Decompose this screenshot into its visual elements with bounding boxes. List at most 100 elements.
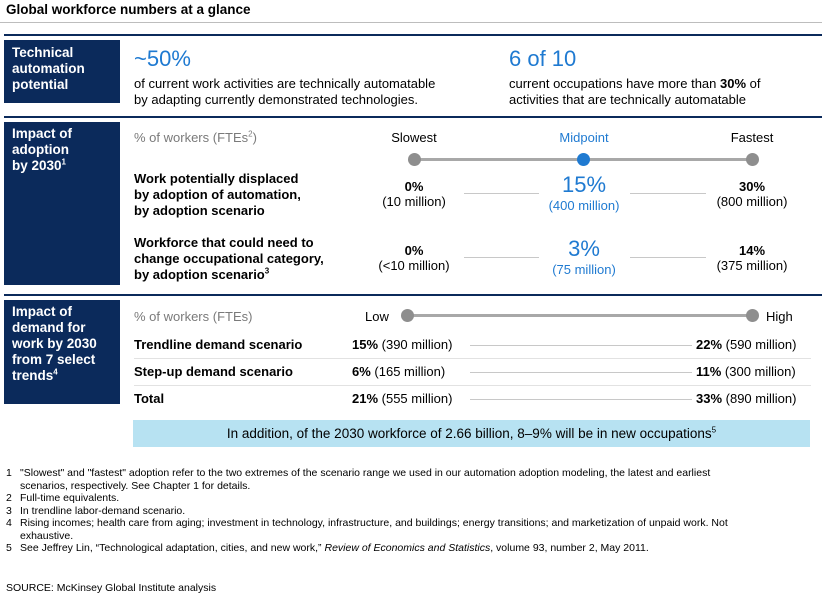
abs-value: (555 million) [378,391,453,406]
high-value: 33% (890 million) [696,391,796,406]
footnote-number: 5 [6,542,12,554]
displaced-fastest-value: 30% (800 million) [702,179,802,209]
section-label-demand: Impact of demand for work by 2030 from 7… [4,300,120,404]
footnote-item: 2 Full-time equivalents. [6,492,806,505]
pct-value: 0% [404,179,424,194]
automatable-activities-text: of current work activities are technical… [134,76,494,108]
occupations-text: current occupations have more than 30% o… [509,76,809,108]
footnote-ref: 1 [61,157,66,167]
low-marker [401,309,414,322]
footnote-number: 2 [6,492,12,504]
text-segment: , volume 93, number 2, May 2011. [490,542,649,554]
row-label: Step-up demand scenario [134,364,293,379]
footnote-ref: 5 [711,425,717,435]
section-label-line: Impact of [12,304,73,319]
footnote-line: scenarios, respectively. See Chapter 1 f… [20,479,251,492]
table-row: Trendline demand scenario 15% (390 milli… [134,337,814,357]
abs-value: (10 million) [382,194,446,209]
midpoint-marker [577,153,590,166]
displaced-slowest-value: 0% (10 million) [364,179,464,209]
footnote-item: 5 See Jeffrey Lin, “Technological adapta… [6,542,806,555]
abs-value: (<10 million) [378,258,450,273]
slowest-marker [408,153,421,166]
connector-line [630,193,706,194]
footnote-number: 4 [6,517,12,529]
pct-value: 21% [352,391,379,406]
connector-line [470,372,692,373]
pct-value: 14% [738,243,766,258]
pct-value: 6% [352,364,371,379]
abs-value: (375 million) [716,258,788,273]
abs-value: (400 million) [548,198,620,213]
occupations-stat: 6 of 10 [509,46,577,71]
text-segment: current occupations have more than [509,76,721,91]
footnote-ref: 3 [264,266,270,276]
page-title: Global workforce numbers at a glance [6,2,251,17]
displaced-midpoint-value: 15% (400 million) [529,172,639,213]
demand-track [408,314,753,317]
footnote-item: 4 Rising incomes; health care from aging… [6,517,806,542]
section-label-adoption: Impact of adoption by 20301 [4,122,120,285]
abs-value: (75 million) [552,262,616,277]
footnote-line: exhaustive. [20,529,74,542]
low-label: Low [365,309,389,324]
footnote-text: Rising incomes; health care from aging; … [20,517,728,542]
low-value: 6% (165 million) [352,364,445,379]
scenario-slowest-label: Slowest [391,130,437,145]
fastest-marker [746,153,759,166]
high-value: 11% (300 million) [696,364,796,379]
row-divider [134,358,811,359]
occupation-change-midpoint-value: 3% (75 million) [529,236,639,277]
section-divider [4,116,822,118]
callout-text: In addition, of the 2030 workforce of 2.… [226,426,712,441]
low-value: 15% (390 million) [352,337,452,352]
footnote-text: In trendline labor-demand scenario. [20,504,186,517]
pct-value: 11% [696,364,722,379]
unit-label: % of workers (FTEs) [134,309,253,324]
abs-value: (590 million) [722,337,797,352]
text-segment: trends [12,368,54,383]
footnote-number: 3 [6,504,12,517]
text-segment: of [746,76,761,91]
pct-value: 0% [404,243,424,258]
pct-value: 30% [738,179,766,194]
stat-text-line: by adapting currently demonstrated techn… [134,92,419,107]
table-row: Step-up demand scenario 6% (165 million)… [134,364,814,384]
scenario-midpoint-label: Midpoint [559,130,609,145]
footnote-text: "Slowest" and "fastest" adoption refer t… [20,467,710,492]
unit-label: % of workers (FTEs2) [134,130,257,145]
section-label-line: work by 2030 [12,336,97,351]
footnote-ref: 4 [53,367,58,377]
connector-line [464,257,539,258]
text-segment: by adoption scenario [134,267,265,282]
high-label: High [766,309,793,324]
section-label-line: by 20301 [12,158,112,174]
label-line: by adoption of automation, [134,187,301,202]
footnote-item: 1 "Slowest" and "fastest" adoption refer… [6,467,806,492]
footnote-line: Rising incomes; health care from aging; … [20,517,728,529]
abs-value: (300 million) [721,364,796,379]
row-divider [134,385,811,386]
abs-value: (390 million) [378,337,453,352]
occupation-change-slowest-value: 0% (<10 million) [364,243,464,273]
text-segment: See Jeffrey Lin, “Technological adaptati… [20,542,325,554]
footnotes: 1 "Slowest" and "fastest" adoption refer… [6,467,806,555]
abs-value: (165 million) [370,364,446,379]
high-marker [746,309,759,322]
section-label-text: Technical automation potential [12,45,85,92]
label-line: Work potentially displaced [134,171,299,186]
text-segment: ) [252,130,257,145]
scenario-fastest-label: Fastest [730,130,774,145]
stat-text-line: current occupations have more than 30% o… [509,76,809,92]
low-value: 21% (555 million) [352,391,452,406]
journal-title: Review of Economics and Statistics [324,542,491,554]
title-rule [0,22,822,23]
source-note: SOURCE: McKinsey Global Institute analys… [6,582,217,594]
new-occupations-callout: In addition, of the 2030 workforce of 2.… [133,420,810,447]
footnote-number: 1 [6,467,12,479]
connector-line [630,257,706,258]
table-row: Total 21% (555 million) 33% (890 million… [134,391,814,411]
abs-value: (890 million) [722,391,797,406]
pct-value: 15% [352,337,379,352]
section-label-automation: Technical automation potential [4,40,120,103]
